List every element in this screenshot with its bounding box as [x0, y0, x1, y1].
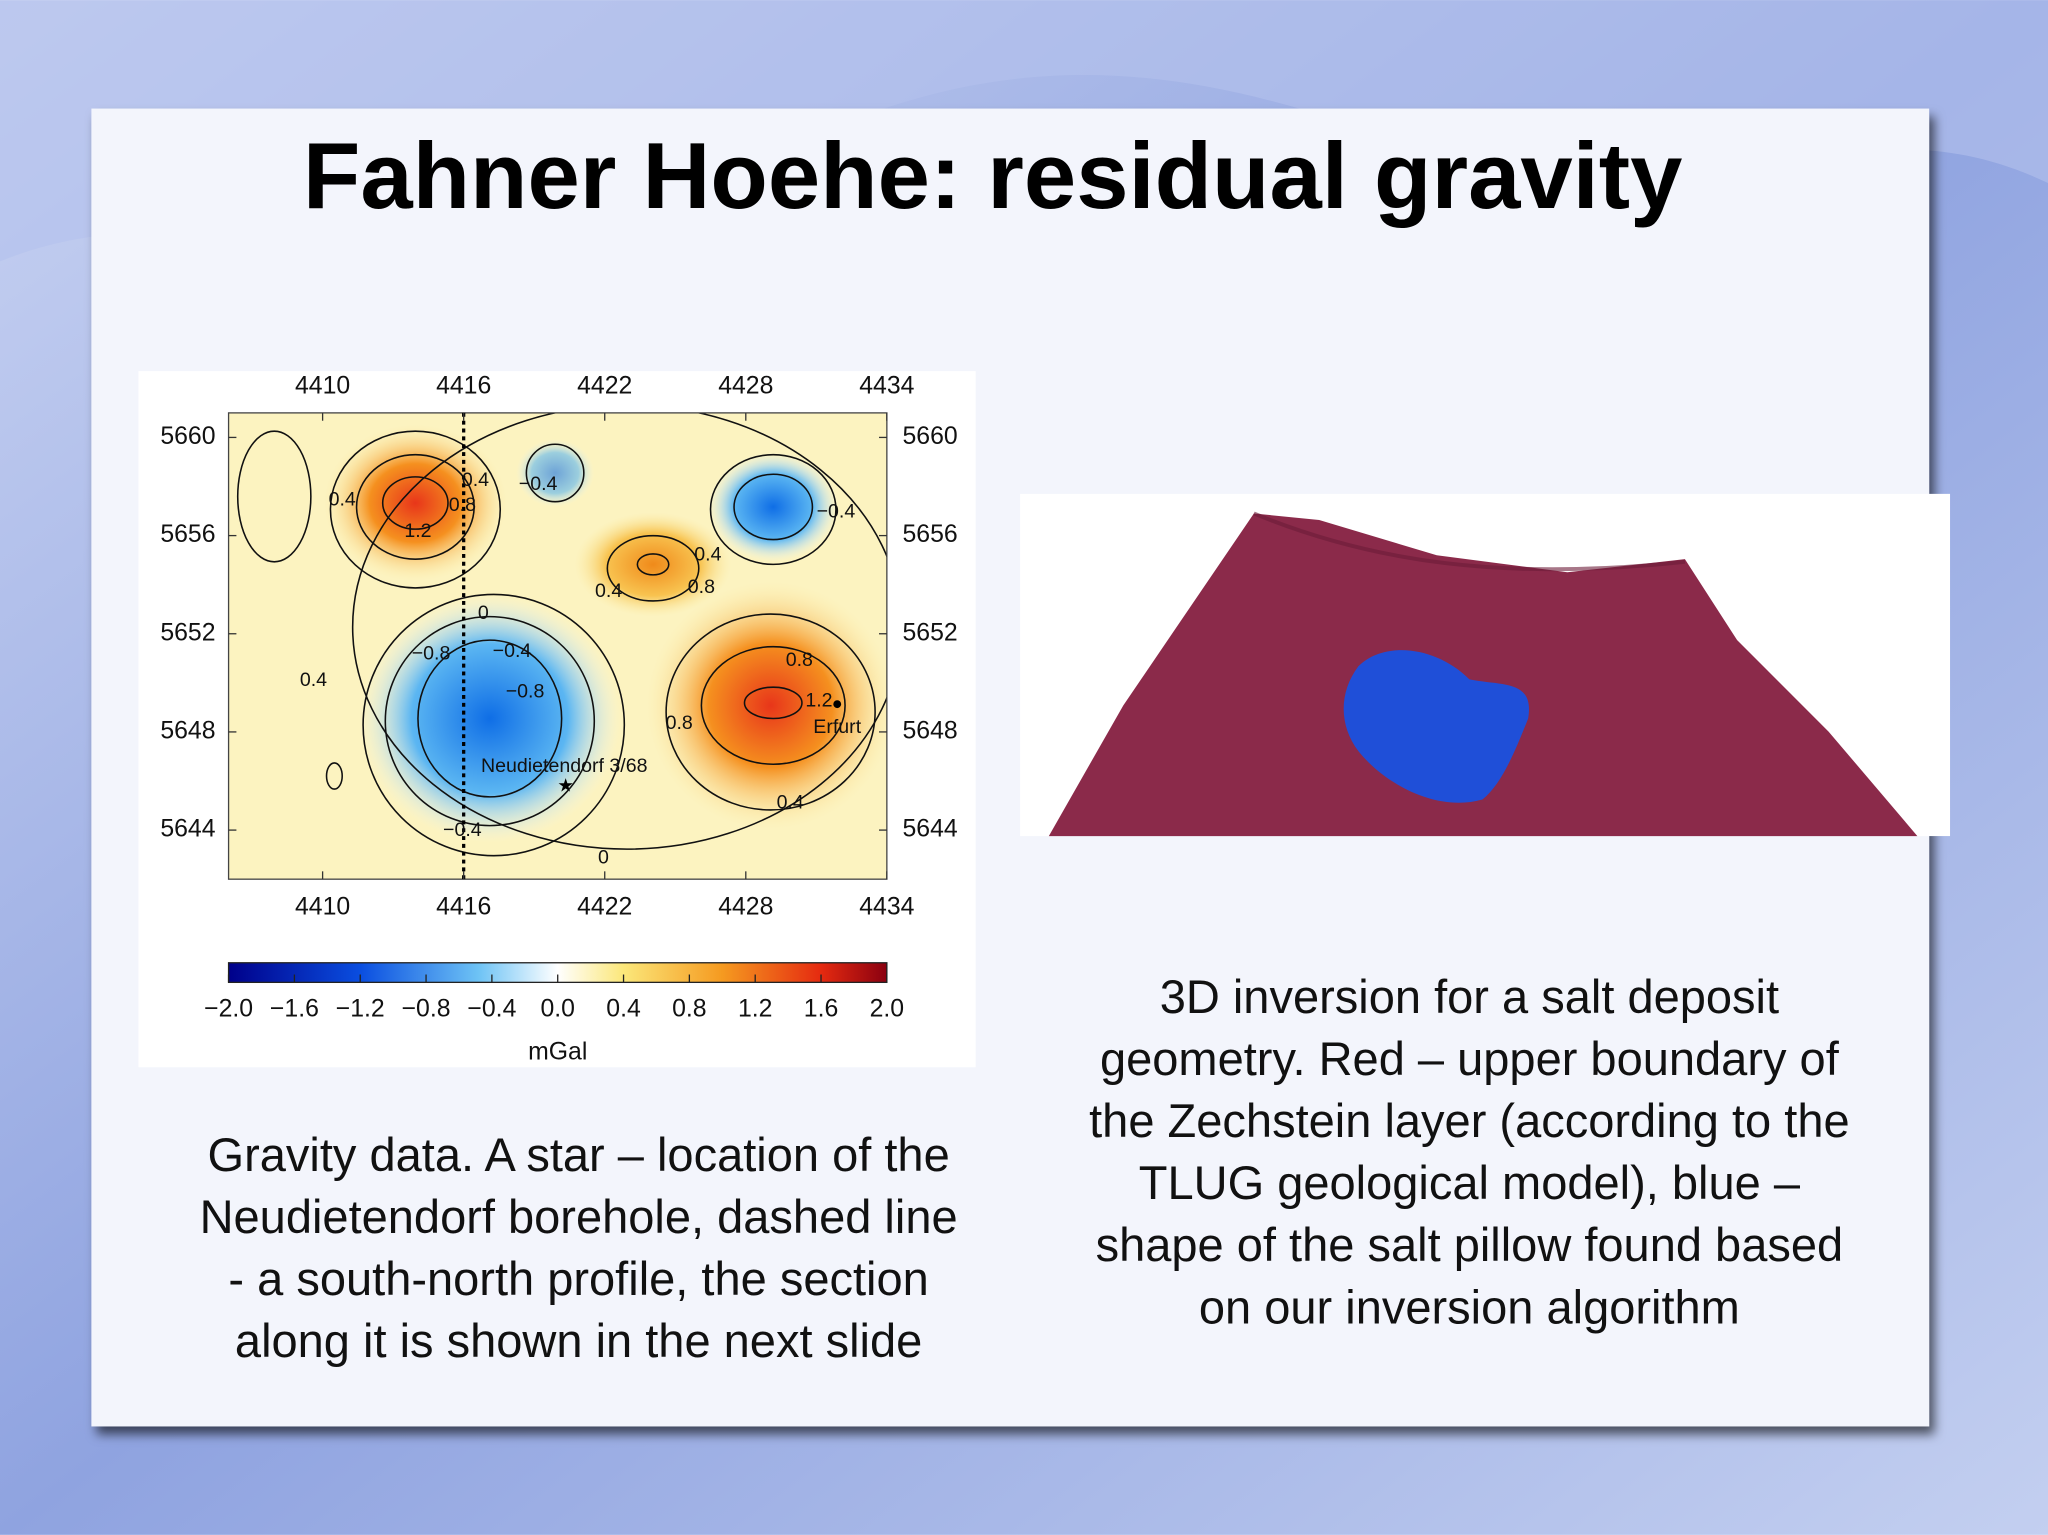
- caption-line: on our inversion algorithm: [1199, 1280, 1740, 1333]
- contour-label: 0: [478, 602, 489, 624]
- contour-label: 0.4: [595, 580, 622, 602]
- contour-label: −0.8: [506, 681, 545, 703]
- y-tick-label: 5660: [160, 423, 215, 450]
- contour-label: 0.4: [694, 543, 721, 565]
- colorbar-tick-label: 0.4: [606, 995, 641, 1022]
- contour-label: 0.8: [786, 649, 813, 671]
- x-tick-label: 4434: [859, 893, 914, 920]
- anomaly: [323, 424, 507, 582]
- contour-label: −0.4: [443, 819, 482, 841]
- caption-line: shape of the salt pillow found based: [1096, 1218, 1844, 1271]
- x-tick-label: 4434: [859, 372, 914, 399]
- colorbar-tick-label: 1.2: [738, 995, 772, 1022]
- captions: Gravity data. A star – location of the Ne…: [200, 970, 1850, 1367]
- colorbar-tick-label: −1.6: [270, 995, 319, 1022]
- contour-label: 0.8: [666, 712, 693, 734]
- borehole-star: ★: [557, 774, 573, 795]
- salt-pillow: [1343, 650, 1530, 803]
- contour-label: −0.4: [493, 640, 532, 662]
- caption-line: - a south-north profile, the section: [228, 1252, 928, 1305]
- colorbar-tick-label: −1.2: [336, 995, 385, 1022]
- x-tick-label: 4416: [436, 372, 491, 399]
- y-tick-label: 5660: [903, 423, 958, 450]
- x-tick-label: 4422: [577, 893, 632, 920]
- x-tick-label: 4410: [295, 372, 350, 399]
- x-tick-label: 4428: [718, 893, 773, 920]
- surface-shading: [1253, 511, 1686, 572]
- slide-title: Fahner Hoehe: residual gravity: [303, 123, 1683, 228]
- x-tick-label: 4410: [295, 893, 350, 920]
- y-tick-label: 5656: [160, 521, 215, 548]
- colorbar-tick-label: 0.8: [672, 995, 706, 1022]
- y-tick-label: 5652: [160, 619, 215, 646]
- contour-field: [228, 412, 887, 880]
- caption-line: the Zechstein layer (according to the: [1089, 1094, 1850, 1147]
- caption-line: along it is shown in the next slide: [235, 1314, 922, 1367]
- caption-line: geometry. Red – upper boundary of: [1100, 1032, 1840, 1085]
- contour-label: 0.4: [300, 669, 327, 691]
- y-tick-label: 5656: [903, 521, 958, 548]
- zechstein-surface: [1048, 513, 1918, 837]
- city-dot: [833, 700, 842, 709]
- contour-label: 0.8: [449, 494, 476, 516]
- anomaly: [515, 439, 595, 507]
- colorbar-tick-label: −0.4: [467, 995, 516, 1022]
- colorbar-tick-label: 1.6: [804, 995, 838, 1022]
- contour-label: 0.4: [777, 792, 804, 814]
- colorbar-tick-label: 0.0: [540, 995, 574, 1022]
- contours: [236, 412, 887, 857]
- colorbar-tick-label: 2.0: [870, 995, 904, 1022]
- caption-line: TLUG geological model), blue –: [1139, 1156, 1801, 1209]
- anomaly: [707, 452, 839, 562]
- plot-frame: [227, 412, 888, 880]
- anomaly: [574, 512, 732, 617]
- borehole-label: Neudietendorf 3/68: [481, 755, 648, 777]
- colorbar-tick-label: −2.0: [204, 995, 253, 1022]
- y-tick-label: 5648: [160, 717, 215, 744]
- contour-label: 0.4: [329, 489, 356, 511]
- caption-line: 3D inversion for a salt deposit: [1160, 970, 1779, 1023]
- gravity-map: ★ Neudietendorf 3/68 Erfurt mGal 4410 441…: [138, 371, 976, 1068]
- y-tick-label: 5652: [903, 619, 958, 646]
- y-tick-label: 5648: [903, 717, 958, 744]
- contour-label: −0.8: [412, 643, 451, 665]
- caption-line: Gravity data. A star – location of the: [208, 1128, 950, 1181]
- y-tick-label: 5644: [903, 816, 958, 843]
- contour-label: 0.8: [688, 576, 715, 598]
- contour-label: 0.4: [462, 469, 489, 491]
- colorbar-label: mGal: [528, 1038, 587, 1065]
- colorbar-tick-label: −0.8: [402, 995, 451, 1022]
- contour-label: −0.4: [817, 500, 856, 522]
- y-tick-label: 5644: [160, 816, 215, 843]
- caption-line: Neudietendorf borehole, dashed line: [200, 1190, 958, 1243]
- contour-label: −0.4: [519, 473, 558, 495]
- inversion-render: [1020, 493, 1951, 837]
- x-tick-label: 4428: [718, 372, 773, 399]
- contour-label: 0: [598, 846, 609, 868]
- x-tick-label: 4422: [577, 372, 632, 399]
- city-label: Erfurt: [813, 716, 861, 738]
- anomaly: [646, 581, 887, 830]
- anomaly: [359, 594, 621, 843]
- contour-label: 1.2: [404, 520, 431, 542]
- x-tick-label: 4416: [436, 893, 491, 920]
- contour-label: 1.2: [805, 690, 832, 712]
